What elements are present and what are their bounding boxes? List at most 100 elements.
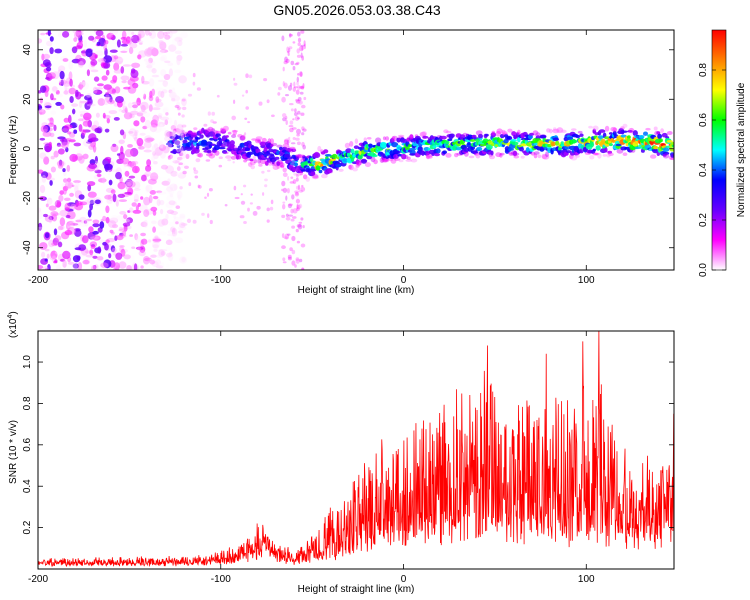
spectrogram-cell	[60, 79, 64, 86]
spectrogram-cell	[282, 146, 288, 151]
spectrogram-cell	[86, 69, 90, 77]
spectrogram-cell	[148, 78, 155, 87]
spectrogram-cell	[435, 148, 441, 154]
spectrogram-cell	[48, 141, 52, 148]
spectrogram-cell	[64, 197, 71, 201]
spectrogram-cell	[156, 254, 163, 258]
spectrogram-cell	[219, 138, 223, 143]
colorbar-tick-label: 0.4	[698, 163, 709, 177]
spectrogram-cell	[181, 98, 186, 102]
spectrogram-cell	[317, 145, 322, 152]
spectrogram-cell	[148, 194, 153, 204]
spectrogram-cell	[155, 74, 160, 78]
spectrogram-cell	[177, 194, 181, 201]
spectrogram-cell	[301, 132, 305, 136]
spectrogram-cell	[442, 150, 447, 154]
spectrogram-cell	[88, 35, 95, 41]
spectrogram-cell	[406, 156, 411, 160]
spectrogram-cell	[56, 160, 65, 167]
spectrogram-cell	[88, 144, 95, 150]
spectrogram-cell	[223, 151, 229, 155]
spectrogram-cell	[286, 188, 290, 194]
y-tick-label: 0.8	[22, 396, 33, 410]
spectrogram-cell	[288, 33, 292, 38]
spectrogram-cell	[247, 207, 250, 212]
spectrogram-cell	[140, 116, 146, 123]
spectrogram-cell	[499, 152, 505, 156]
spectrogram-cell	[135, 235, 141, 243]
spectrogram-cell	[165, 31, 171, 35]
spectrogram-cell	[62, 178, 68, 183]
spectrogram-cell	[131, 62, 141, 68]
spectrogram-cell	[160, 250, 166, 256]
spectrogram-cell	[58, 194, 64, 202]
spectrogram-cell	[144, 137, 153, 143]
spectrogram-cell	[313, 152, 321, 159]
spectrogram-cell	[357, 155, 363, 160]
spectrogram-cell	[491, 130, 496, 136]
spectrogram-cell	[525, 147, 530, 153]
spectrogram-cell	[258, 163, 263, 167]
spectrogram-cell	[101, 75, 108, 81]
spectrogram-frame	[37, 29, 675, 271]
spectrogram-cell	[166, 131, 174, 138]
spectrogram-cell	[301, 141, 305, 147]
spectrogram-cell	[115, 96, 124, 104]
spectrogram-cell	[285, 195, 288, 201]
spectrogram-background	[38, 30, 674, 270]
spectrogram-cell	[627, 130, 633, 133]
spectrogram-cell	[245, 106, 249, 110]
spectrogram-cell	[552, 128, 560, 134]
spectrogram-cell	[38, 140, 41, 148]
spectrogram-cell	[577, 130, 583, 134]
spectrogram-cell	[55, 235, 62, 241]
spectrogram-cell	[178, 152, 184, 157]
spectrogram-cell	[60, 104, 65, 110]
spectrogram-cell	[156, 119, 161, 125]
spectrogram-cell	[113, 55, 119, 60]
spectrogram-cell	[283, 60, 288, 65]
spectrogram-cell	[168, 117, 173, 124]
spectrogram-cell	[475, 142, 479, 146]
spectrogram-cell	[49, 47, 54, 55]
spectrogram-cell	[331, 153, 338, 159]
spectrogram-cell	[169, 30, 178, 34]
snr-frame	[37, 330, 675, 570]
spectrogram-cell	[327, 168, 332, 173]
spectrogram-cell	[149, 259, 156, 265]
spectrogram-cell	[48, 54, 54, 60]
spectrogram-cell	[78, 40, 83, 44]
spectrogram-cell	[290, 218, 295, 222]
spectrogram-cell	[266, 169, 271, 173]
spectrogram-cell	[92, 144, 97, 153]
spectrogram-cell	[151, 88, 156, 97]
spectrogram-cell	[295, 98, 300, 102]
spectrogram-cell	[301, 267, 304, 270]
spectrogram-cell	[166, 209, 175, 214]
spectrogram-cell	[348, 164, 354, 171]
spectrogram-cell	[90, 245, 96, 249]
spectrogram-cell	[38, 109, 46, 115]
spectrogram-cell	[168, 154, 174, 159]
spectrogram-cell	[176, 106, 182, 110]
spectrogram-cell	[530, 151, 536, 156]
spectrogram-cell	[171, 223, 177, 229]
spectrogram-cell	[657, 133, 662, 139]
spectrogram-cell	[62, 81, 72, 87]
spectrogram-cell	[296, 133, 300, 137]
spectrogram-cell	[108, 110, 118, 115]
spectrogram-cell	[126, 217, 133, 224]
spectrogram-cell	[396, 137, 401, 141]
spectrogram-cell	[512, 150, 518, 157]
spectrogram-cell	[148, 95, 154, 102]
spectrogram-cell	[423, 147, 430, 152]
spectrogram-cell	[269, 206, 274, 211]
spectrogram-cell	[295, 257, 300, 262]
spectrogram-cell	[515, 132, 520, 138]
spectrogram-cell	[44, 105, 52, 109]
spectrogram-cell	[159, 41, 167, 50]
spectrogram-cell	[160, 54, 168, 62]
snr-scale-exp: 4	[7, 315, 14, 319]
spectrogram-cell	[191, 143, 196, 148]
spectrogram-cell	[188, 137, 194, 141]
